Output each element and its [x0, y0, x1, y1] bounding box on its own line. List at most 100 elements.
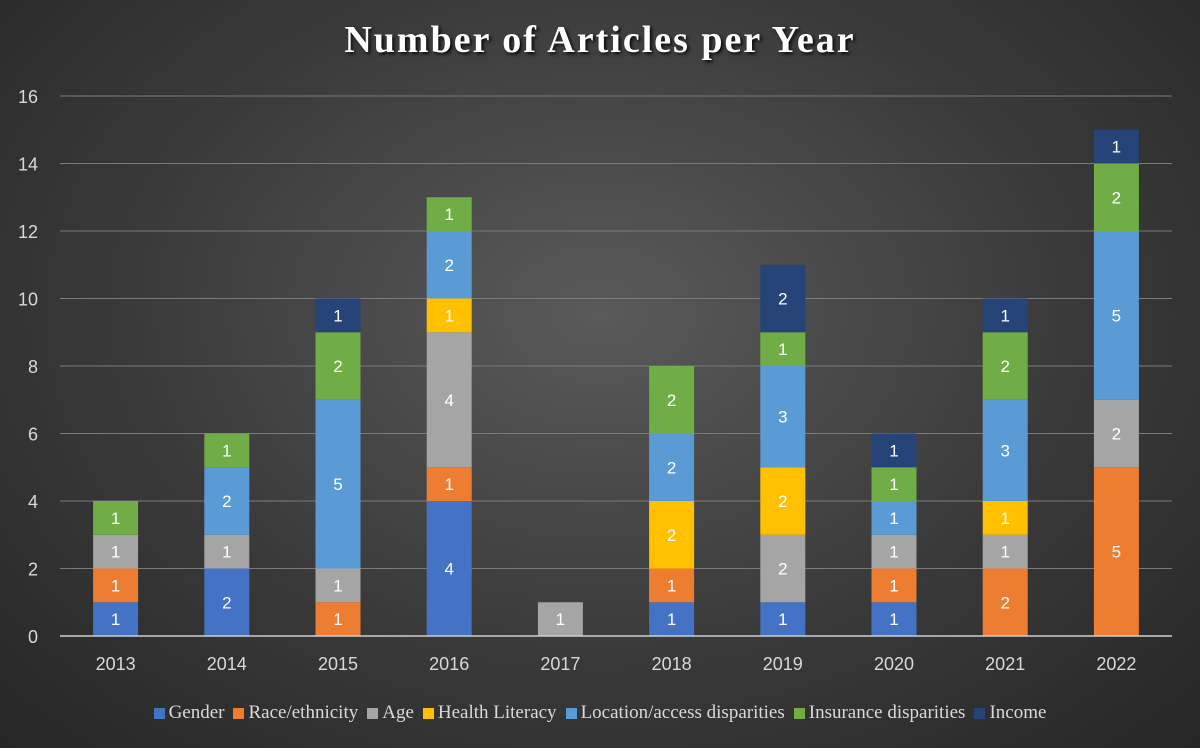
legend-swatch [793, 707, 805, 719]
y-tick-label: 6 [28, 425, 38, 445]
legend-swatch [153, 707, 165, 719]
bar-segment [426, 332, 472, 468]
bar-segment [760, 264, 806, 333]
data-label: 1 [111, 610, 120, 629]
bar-segment [982, 399, 1028, 501]
data-label: 2 [222, 492, 231, 511]
x-tick-label: 2022 [1096, 654, 1136, 674]
bar-segment [204, 568, 250, 636]
x-tick-label: 2015 [318, 654, 358, 674]
data-label: 1 [444, 205, 453, 224]
bar-segment [760, 332, 806, 366]
data-label: 4 [444, 560, 453, 579]
bar-segment [871, 501, 917, 535]
legend-label: Gender [168, 702, 225, 723]
bar-segment [426, 467, 472, 501]
data-label: 1 [111, 543, 120, 562]
bar-segment [871, 467, 917, 501]
bar-segment [426, 298, 472, 333]
data-label: 1 [333, 576, 342, 595]
data-label: 1 [556, 610, 565, 629]
bar-segment [760, 602, 806, 636]
x-tick-label: 2019 [763, 654, 803, 674]
legend-label: Race/ethnicity [248, 702, 359, 723]
bar-segment [1093, 467, 1139, 636]
y-tick-label: 4 [28, 492, 38, 512]
bar-segment [426, 231, 472, 299]
legend-item: Age [367, 702, 414, 724]
data-label: 5 [1112, 543, 1121, 562]
data-label: 5 [333, 475, 342, 494]
data-label: 1 [889, 509, 898, 528]
bar-segment [1093, 129, 1139, 164]
legend-swatch [422, 707, 434, 719]
bar-segment [315, 568, 361, 603]
data-label: 1 [889, 610, 898, 629]
x-tick-label: 2021 [985, 654, 1025, 674]
bar-segment [426, 501, 472, 636]
data-label: 1 [1000, 306, 1009, 325]
bar-segment [760, 366, 806, 468]
y-tick-label: 2 [28, 560, 38, 580]
y-tick-label: 14 [18, 155, 38, 175]
bar-segment [315, 602, 361, 636]
legend-item: Health Literacy [422, 702, 557, 724]
data-label: 1 [1000, 543, 1009, 562]
data-label: 2 [778, 492, 787, 511]
data-label: 1 [889, 441, 898, 460]
bar-segment [649, 568, 695, 603]
legend-swatch [974, 707, 986, 719]
bar-segment [871, 433, 917, 468]
y-tick-label: 12 [18, 222, 38, 242]
data-label: 1 [222, 543, 231, 562]
bar-segment [649, 433, 695, 501]
data-label: 1 [778, 340, 787, 359]
data-label: 2 [778, 290, 787, 309]
bar-segment [1093, 231, 1139, 400]
bar-segment [315, 298, 361, 333]
legend-item: Race/ethnicity [233, 702, 358, 724]
x-tick-label: 2013 [96, 654, 136, 674]
legend-swatch [367, 707, 379, 719]
x-tick-label: 2017 [540, 654, 580, 674]
data-label: 1 [889, 543, 898, 562]
data-label: 1 [667, 610, 676, 629]
bar-segment [1093, 399, 1139, 468]
bar-segment [315, 399, 361, 569]
bar-segment [93, 602, 139, 636]
legend-swatch [233, 707, 245, 719]
bar-segment [93, 534, 139, 569]
bar-segment [982, 534, 1028, 569]
bar-segment [1093, 163, 1139, 231]
x-tick-label: 2018 [652, 654, 692, 674]
legend-label: Health Literacy [437, 702, 557, 723]
bar-segment [93, 501, 139, 535]
data-label: 1 [444, 475, 453, 494]
legend-item: Insurance disparities [793, 702, 965, 724]
data-label: 2 [1000, 357, 1009, 376]
data-label: 2 [1000, 593, 1009, 612]
plot-area: 0246810121416111120132121201411521201541… [18, 87, 1172, 674]
y-tick-label: 10 [18, 290, 38, 310]
bar-segment [426, 197, 472, 231]
y-tick-label: 0 [28, 627, 38, 647]
data-label: 3 [1000, 441, 1009, 460]
legend-label: Income [989, 702, 1047, 723]
legend-label: Age [382, 702, 414, 723]
data-label: 2 [333, 357, 342, 376]
data-label: 2 [1112, 188, 1121, 207]
data-label: 2 [667, 526, 676, 545]
bar-segment [760, 467, 806, 535]
bar-segment [982, 298, 1028, 333]
legend-item: Location/access disparities [565, 702, 785, 724]
data-label: 1 [222, 441, 231, 460]
data-label: 2 [778, 560, 787, 579]
data-label: 1 [444, 306, 453, 325]
data-label: 1 [333, 306, 342, 325]
data-label: 2 [1112, 425, 1121, 444]
bar-segment [871, 568, 917, 603]
data-label: 1 [667, 576, 676, 595]
data-label: 1 [333, 610, 342, 629]
data-label: 1 [778, 610, 787, 629]
data-label: 1 [889, 475, 898, 494]
